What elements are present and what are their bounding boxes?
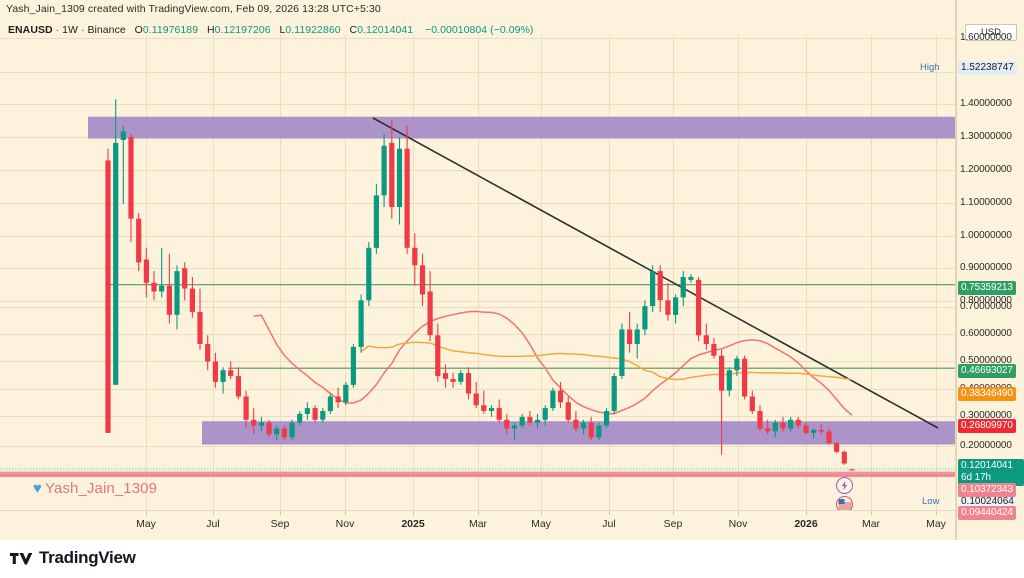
- user-watermark: ♥ Yash_Jain_1309: [33, 480, 157, 497]
- legend-close-label: C: [349, 24, 358, 36]
- time-axis-label: Mar: [861, 518, 881, 530]
- price-tick-label: 1.10000000: [960, 197, 1012, 208]
- clipped-price-badge[interactable]: 0.09440424: [958, 506, 1016, 520]
- legend-high-value: 0.12197206: [214, 24, 271, 36]
- price-tick-label: 0.20000000: [960, 440, 1012, 451]
- time-axis-label: Nov: [335, 518, 355, 530]
- secondary-price-badge[interactable]: 0.10372343: [958, 483, 1016, 497]
- chart-overlays: [0, 116, 955, 478]
- legend-high-label: H: [207, 24, 215, 36]
- currency-chip[interactable]: USD: [965, 24, 1017, 41]
- price-tick-label: 1.40000000: [960, 98, 1012, 109]
- time-axis-label: May: [136, 518, 156, 530]
- time-axis-label: Sep: [663, 518, 683, 530]
- price-level-badge[interactable]: 0.38346490: [958, 387, 1016, 401]
- candlestick-series: [105, 99, 855, 471]
- time-axis-label: Mar: [468, 518, 488, 530]
- time-axis-label: Jul: [602, 518, 616, 530]
- time-axis-label: May: [531, 518, 551, 530]
- footer-bar: TradingView: [0, 540, 1024, 578]
- time-tick-mark: [871, 511, 872, 515]
- heart-icon: ♥: [33, 480, 43, 497]
- current-price-value: 0.12014041: [961, 460, 1013, 471]
- time-tick-mark: [213, 511, 214, 515]
- price-tick-label: 1.30000000: [960, 131, 1012, 142]
- lightning-badge-icon[interactable]: [836, 477, 853, 494]
- price-tick-label: 0.60000000: [960, 328, 1012, 339]
- time-tick-mark: [609, 511, 610, 515]
- time-tick-mark: [478, 511, 479, 515]
- legend-change-pct: (−0.09%): [490, 24, 534, 36]
- time-tick-mark: [936, 511, 937, 515]
- time-tick-mark: [673, 511, 674, 515]
- price-level-badge[interactable]: 0.26809970: [958, 419, 1016, 433]
- time-axis-label: 2026: [794, 518, 818, 530]
- price-axis[interactable]: USD 1.600000001.500000001.400000001.3000…: [920, 0, 1024, 540]
- price-tick-label: 1.60000000: [960, 32, 1012, 43]
- tradingview-wordmark: TradingView: [39, 548, 136, 567]
- current-price-badge[interactable]: 0.12014041 6d 17h: [958, 459, 1024, 486]
- legend-exchange[interactable]: Binance: [87, 24, 126, 36]
- time-tick-mark: [413, 511, 414, 515]
- legend-sep-2: ·: [80, 24, 85, 36]
- watermark-username: Yash_Jain_1309: [45, 480, 158, 497]
- legend-symbol[interactable]: ENAUSD: [8, 24, 53, 36]
- low-tag-label: Low: [922, 496, 940, 507]
- time-tick-mark: [738, 511, 739, 515]
- time-tick-mark: [541, 511, 542, 515]
- time-axis-label: Nov: [728, 518, 748, 530]
- legend-interval[interactable]: 1W: [62, 24, 78, 36]
- price-tick-label: 1.20000000: [960, 164, 1012, 175]
- legend-low-label: L: [279, 24, 286, 36]
- axis-divider: [956, 0, 957, 540]
- time-tick-mark: [345, 511, 346, 515]
- legend-open-label: O: [134, 24, 143, 36]
- us-flag-glyph: [838, 498, 851, 511]
- low-price-value: 0.10024064: [958, 495, 1017, 509]
- legend-close-value: 0.12014041: [357, 24, 414, 36]
- time-axis-label: 2025: [401, 518, 425, 530]
- high-tag-label: High: [920, 62, 940, 73]
- tradingview-mark-icon: [10, 552, 32, 565]
- legend-open-value: 0.11976189: [142, 24, 199, 36]
- legend-sep-1: ·: [55, 24, 60, 36]
- time-axis-label: Sep: [270, 518, 290, 530]
- legend-change: −0.00010804: [425, 24, 488, 36]
- chart-plot-area[interactable]: [0, 35, 955, 510]
- bar-countdown: 6d 17h: [961, 472, 991, 483]
- price-tick-label: 1.00000000: [960, 230, 1012, 241]
- flag-badge-icon[interactable]: [836, 496, 853, 513]
- price-tick-label: 0.90000000: [960, 262, 1012, 273]
- time-axis[interactable]: May Jul Sep Nov 2025 Mar May Jul Sep Nov 2026 Mar Ma…: [0, 510, 955, 539]
- lightning-glyph: [841, 481, 848, 490]
- time-tick-mark: [146, 511, 147, 515]
- price-level-badge[interactable]: 0.75359213: [958, 281, 1016, 295]
- tradingview-logo[interactable]: TradingView: [10, 548, 136, 568]
- price-level-badge[interactable]: 0.46693027: [958, 364, 1016, 378]
- legend-low-value: 0.11922860: [285, 24, 341, 36]
- price-tick-label: 0.50000000: [960, 355, 1012, 366]
- time-tick-mark: [806, 511, 807, 515]
- time-axis-label: Jul: [206, 518, 220, 530]
- high-price-value: 1.52238747: [958, 61, 1017, 75]
- time-tick-mark: [280, 511, 281, 515]
- time-axis-label: May: [926, 518, 946, 530]
- price-tick-label: 0.70000000: [960, 301, 1012, 312]
- chart-legend: ENAUSD · 1W · Binance O0.11976189 H0.121…: [8, 24, 533, 36]
- attribution-text: Yash_Jain_1309 created with TradingView.…: [6, 3, 381, 15]
- price-tick-label: 0.30000000: [960, 410, 1012, 421]
- price-tick-label: 0.80000000: [960, 295, 1012, 306]
